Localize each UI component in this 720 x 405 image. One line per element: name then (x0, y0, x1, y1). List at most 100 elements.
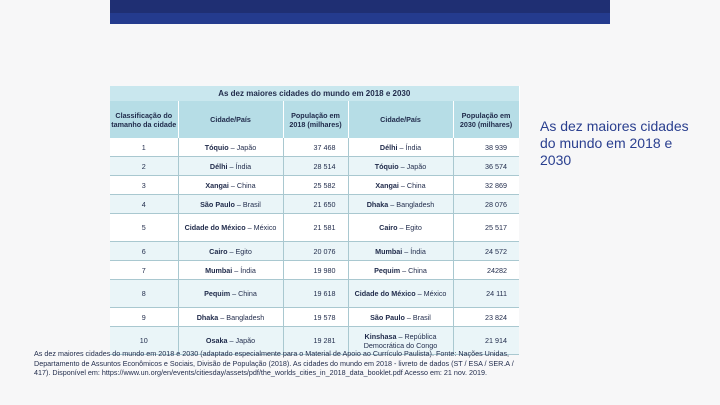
pop-2018-cell: 28 514 (313, 161, 336, 171)
table-cell: 32 869 (453, 175, 520, 195)
pop-2018-cell: 20 076 (313, 246, 336, 256)
pop-2030-cell: 24 111 (486, 289, 508, 298)
city-2030-name: Pequim (374, 265, 401, 275)
rank-cell: 6 (141, 246, 146, 256)
table-cell: 4 (110, 194, 179, 214)
city-2018-name: Dhaka (196, 312, 219, 322)
rank-cell: 9 (141, 312, 146, 322)
table-cell: Délhi – Índia (178, 156, 284, 176)
table-body: 1 Tóquio – Japão 37 468 Délhi – Índia 38 939… (110, 138, 520, 355)
pop-2018-cell: 19 281 (313, 336, 336, 345)
table-cell: 19 578 (283, 307, 349, 327)
city-2030-name: Kinshasa (364, 331, 397, 341)
country-2030: – Bangladesh (388, 199, 435, 209)
pop-2030-cell: 32 869 (485, 180, 508, 190)
table-cell: 1 (110, 138, 179, 157)
country-2030: – China (400, 265, 427, 275)
table-cell: 19 980 (283, 260, 349, 280)
table-cell: 9 (110, 307, 179, 327)
country-2030: – Japão (398, 161, 427, 171)
table-cell: 21 914 (453, 326, 520, 355)
table-cell: São Paulo – Brasil (348, 307, 454, 327)
country-2018: – China (230, 289, 257, 298)
table-row: 9 Dhaka – Bangladesh 19 578 São Paulo – Bra… (110, 307, 520, 327)
rank-cell: 7 (141, 265, 146, 275)
table-row: 7 Mumbai – Índia 19 980 Pequim – China 24282 (110, 260, 520, 280)
table-cell: Xangai – China (178, 175, 284, 195)
country-2018: – Brasil (234, 199, 261, 209)
table-cell: 8 (110, 279, 179, 308)
pop-2018-cell: 25 582 (313, 180, 336, 190)
table-cell: Mumbai – Índia (348, 241, 454, 261)
table-cell: São Paulo – Brasil (178, 194, 284, 214)
table-cell: Délhi – Índia (348, 138, 454, 157)
table-cell: 24 111 (453, 279, 520, 308)
table-cell: Dhaka – Bangladesh (348, 194, 454, 214)
table-cell: 3 (110, 175, 179, 195)
table-title: As dez maiores cidades do mundo em 2018 … (110, 86, 520, 101)
table-row: 3 Xangai – China 25 582 Xangai – China 32 86… (110, 175, 520, 195)
table-cell: Osaka – Japão (178, 326, 284, 355)
table-cell: 25 517 (453, 213, 520, 242)
rank-cell: 4 (141, 199, 146, 209)
city-2030-name: Mumbai (375, 246, 403, 256)
table-cell: 28 514 (283, 156, 349, 176)
rank-cell: 8 (141, 289, 146, 298)
table-cell: 36 574 (453, 156, 520, 176)
table-row: 2 Délhi – Índia 28 514 Tóquio – Japão 36 574 (110, 156, 520, 176)
table-row: 4 São Paulo – Brasil 21 650 Dhaka – Banglad… (110, 194, 520, 214)
country-2018: – Egito (227, 246, 252, 256)
city-2030-name: São Paulo (370, 312, 405, 322)
rank-cell: 2 (141, 161, 146, 171)
header-rank: Classificação do tamanho da cidade (110, 101, 179, 138)
pop-2018-cell: 19 618 (313, 289, 336, 298)
rank-cell: 3 (141, 180, 146, 190)
country-2018: – México (245, 223, 277, 232)
header-pop-2018: População em 2018 (milhares) (283, 101, 349, 138)
city-2030-name: Tóquio (374, 161, 399, 171)
table-cell: 24 572 (453, 241, 520, 261)
city-2018-name: Pequim (204, 289, 231, 298)
pop-2018-cell: 21 581 (313, 223, 336, 232)
city-2030-name: Dhaka (366, 199, 389, 209)
country-2018: – Japão (227, 336, 256, 345)
pop-2018-cell: 19 980 (313, 265, 336, 275)
city-2018-name: Délhi (209, 161, 228, 171)
pop-2030-cell: 24 572 (485, 246, 508, 256)
city-2018-name: Cairo (209, 246, 228, 256)
pop-2018-cell: 37 468 (313, 142, 336, 152)
city-2018-name: Xangai (205, 180, 229, 190)
country-2018: – Bangladesh (218, 312, 265, 322)
pop-2030-cell: 28 076 (485, 199, 508, 209)
table-cell: Cairo – Egito (178, 241, 284, 261)
table-cell: 23 824 (453, 307, 520, 327)
table-cell: Tóquio – Japão (178, 138, 284, 157)
header-city-2018: Cidade/País (178, 101, 284, 138)
table-row: 1 Tóquio – Japão 37 468 Délhi – Índia 38 939 (110, 138, 520, 157)
city-2018-name: Tóquio (204, 142, 229, 152)
table-cell: Cidade do México – México (178, 213, 284, 242)
table-cell: 38 939 (453, 138, 520, 157)
header-pop-2030: População em 2030 (milhares) (453, 101, 520, 138)
table-cell: 6 (110, 241, 179, 261)
rank-cell: 10 (139, 336, 148, 345)
city-2030-name: Xangai (375, 180, 399, 190)
slide-title: As dez maiores cidades do mundo em 2018 … (540, 118, 689, 168)
country-2030: – Egito (397, 223, 422, 232)
table-cell: 19 281 (283, 326, 349, 355)
country-2030: – Índia (402, 246, 426, 256)
pop-2030-cell: 24282 (487, 265, 508, 275)
country-2030: – Índia (397, 142, 422, 152)
table-cell: Mumbai – Índia (178, 260, 284, 280)
table-cell: 28 076 (453, 194, 520, 214)
slide-top-bar-stripe (110, 13, 610, 24)
table-cell: Cidade do México – México (348, 279, 454, 308)
header-city-2030: Cidade/País (348, 101, 454, 138)
table-cell: 2 (110, 156, 179, 176)
pop-2030-cell: 38 939 (485, 142, 508, 152)
country-2030: – República Democrática do Congo (363, 331, 438, 350)
table-cell: 21 650 (283, 194, 349, 214)
table-cell: Dhaka – Bangladesh (178, 307, 284, 327)
table-cell: Cairo – Egito (348, 213, 454, 242)
city-2030-name: Cairo (379, 223, 398, 232)
